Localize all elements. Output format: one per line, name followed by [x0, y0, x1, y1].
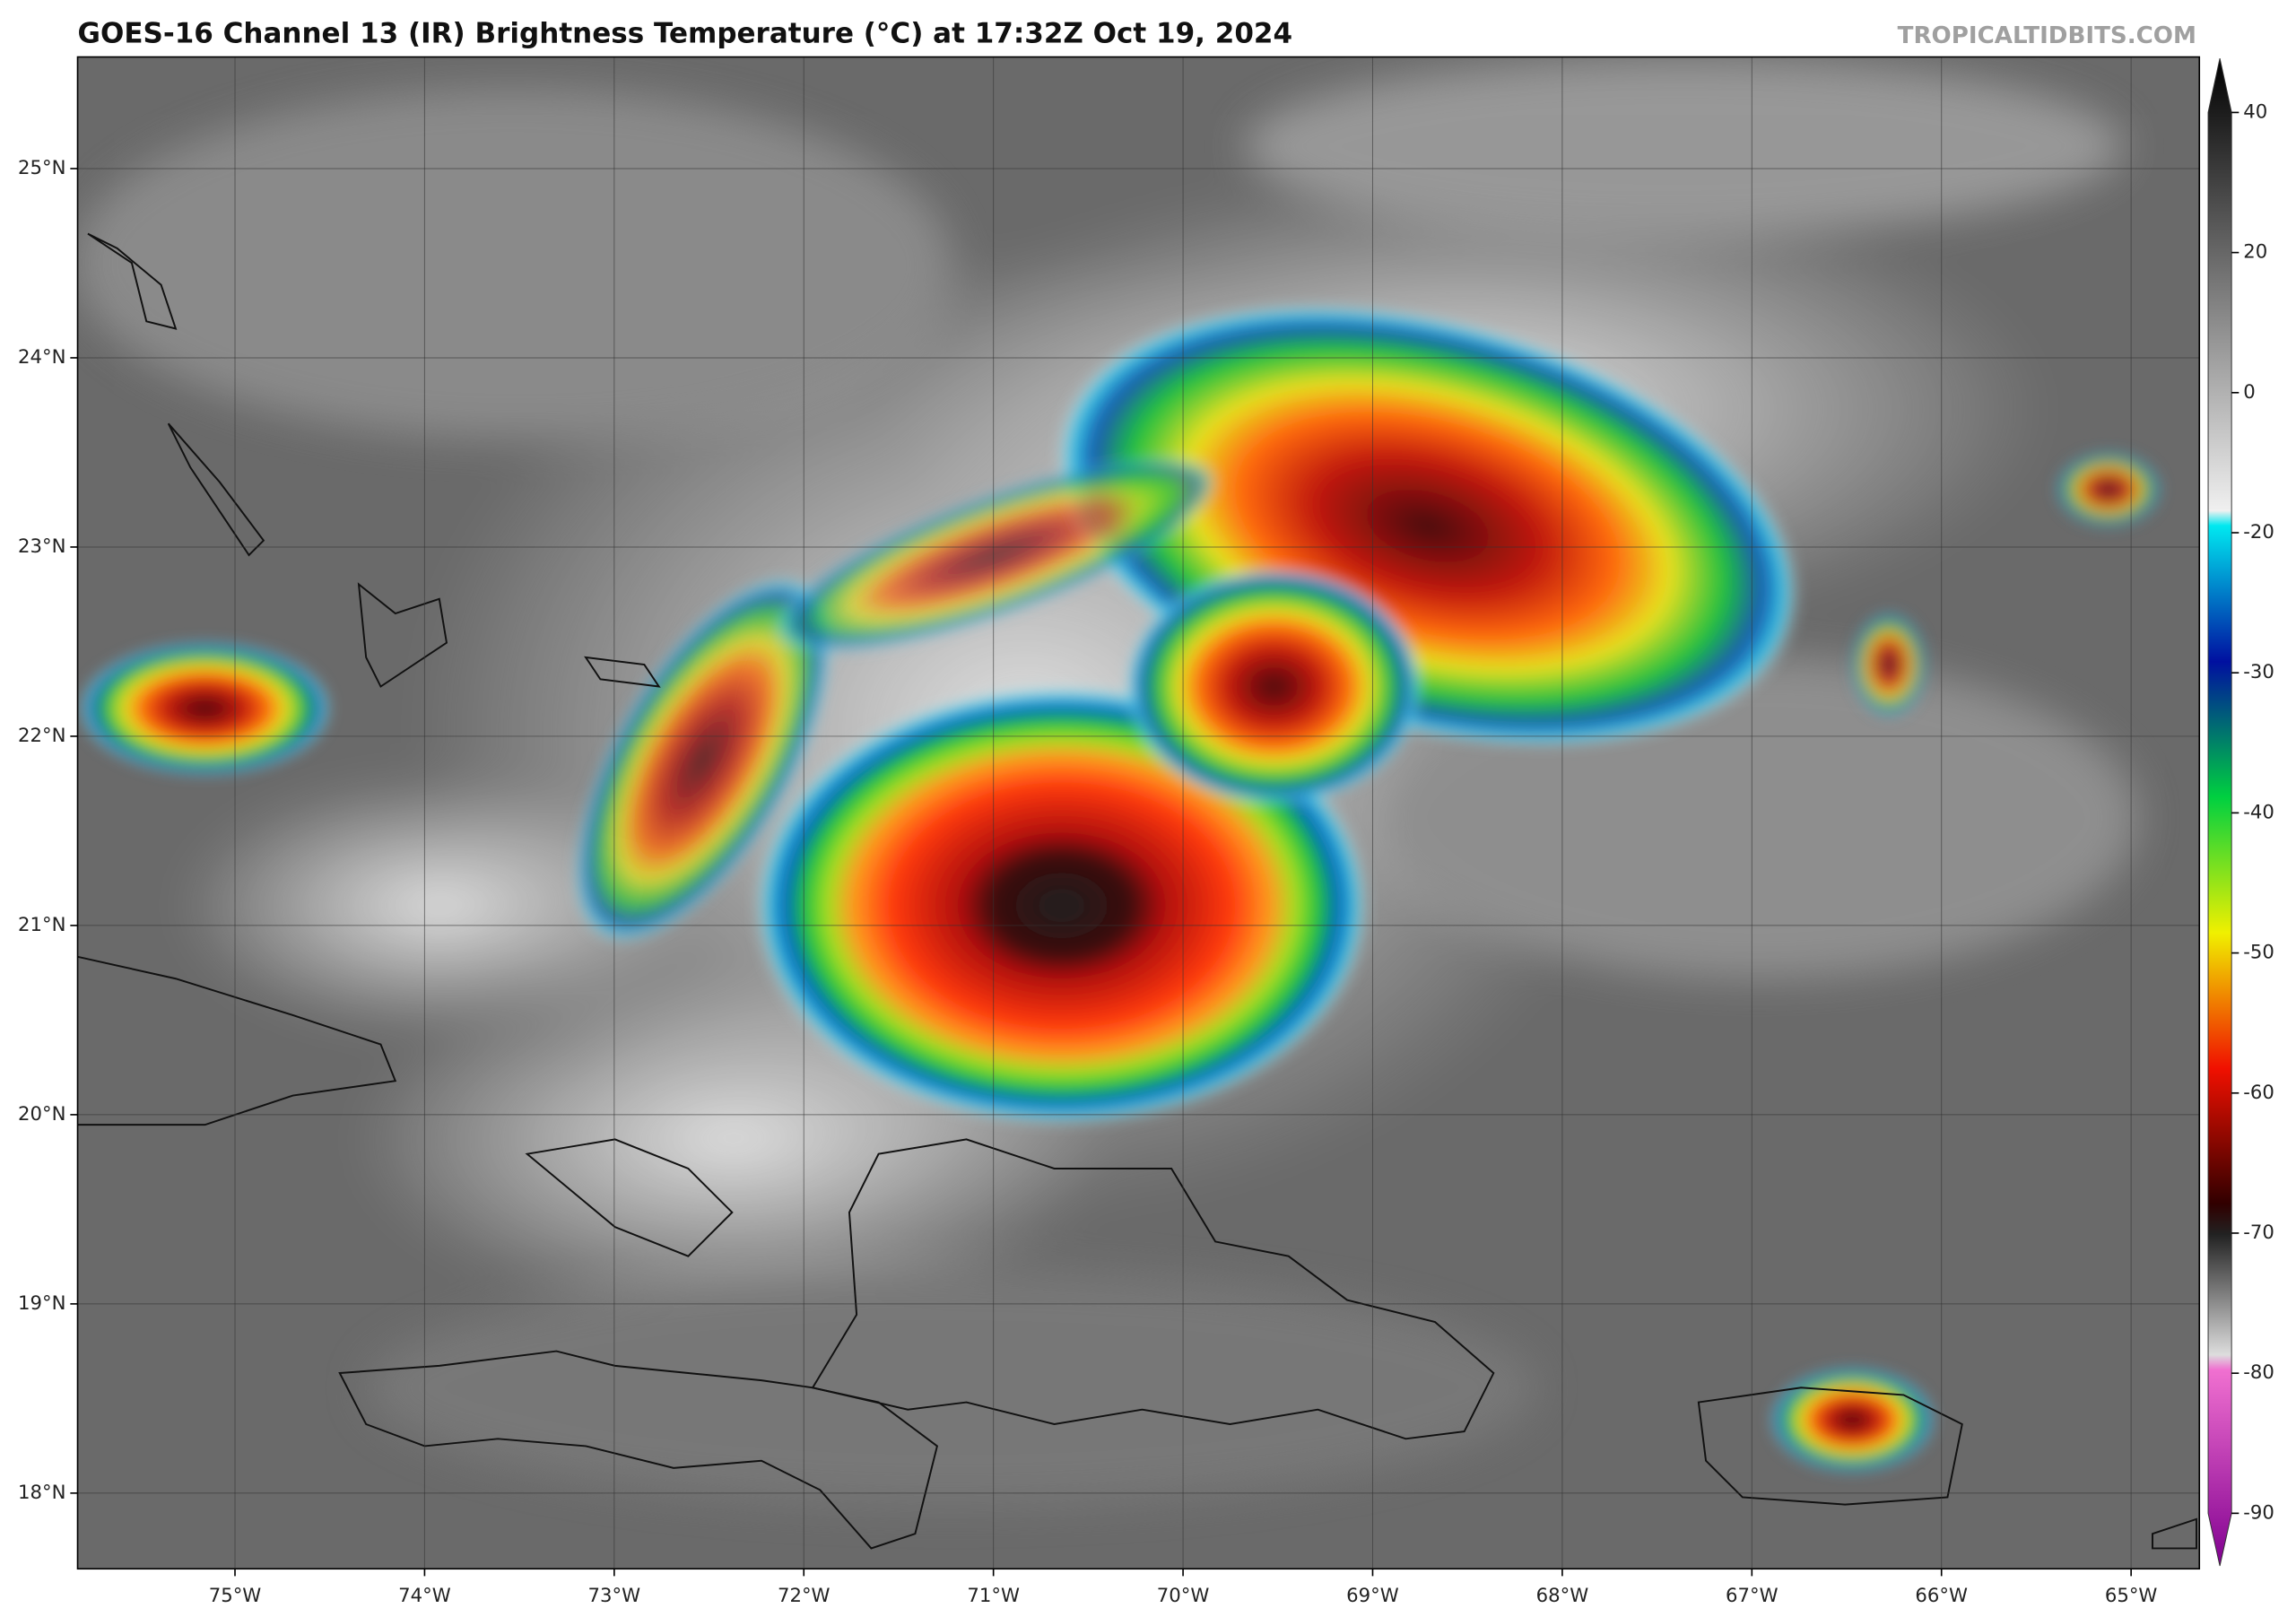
x-tick-label: 67°W [1726, 1584, 1779, 1606]
y-tick-label: 21°N [18, 913, 65, 935]
colorbar-tick-label: -40 [2243, 800, 2274, 822]
plot-frame [76, 56, 2201, 1570]
colorbar-tick-label: -50 [2243, 941, 2274, 963]
x-tick-label: 70°W [1157, 1584, 1210, 1606]
x-tick-label: 65°W [2105, 1584, 2158, 1606]
colorbar-tick-label: -90 [2243, 1500, 2274, 1523]
colorbar-tick-label: -20 [2243, 520, 2274, 543]
x-tick-label: 69°W [1346, 1584, 1399, 1606]
x-tick-label: 75°W [209, 1584, 262, 1606]
colorbar-tick-label: -80 [2243, 1361, 2274, 1383]
colorbar-tick-label: 40 [2243, 100, 2267, 122]
y-tick-label: 19°N [18, 1291, 65, 1314]
title: GOES-16 Channel 13 (IR) Brightness Tempe… [78, 18, 1293, 50]
y-tick-label: 24°N [18, 345, 65, 368]
imagery [77, 57, 2200, 1569]
colorbar-tick-label: -30 [2243, 660, 2274, 682]
y-tick-label: 25°N [18, 156, 65, 178]
colorbar-tick-label: -70 [2243, 1221, 2274, 1243]
y-tick-label: 20°N [18, 1102, 65, 1125]
x-tick-label: 68°W [1536, 1584, 1589, 1606]
y-tick-label: 23°N [18, 535, 65, 557]
x-tick-label: 66°W [1915, 1584, 1968, 1606]
coastlines [77, 232, 2197, 1550]
y-tick-label: 22°N [18, 724, 65, 746]
convection [80, 305, 2161, 1472]
x-tick-label: 71°W [967, 1584, 1020, 1606]
y-tick-label: 18°N [18, 1481, 65, 1503]
x-tick-label: 74°W [398, 1584, 451, 1606]
colorbar-tick-label: 0 [2243, 380, 2256, 403]
colorbar [2207, 58, 2232, 1567]
colorbar-tick-label: -60 [2243, 1081, 2274, 1103]
graticule [77, 57, 2200, 1569]
colorbar-tick-label: 20 [2243, 240, 2267, 263]
x-tick-label: 72°W [778, 1584, 831, 1606]
axes: 75°W 74°W 73°W 72°W 71°W 70°W 69°W 68°W 67°W 66°W… [18, 100, 2274, 1606]
watermark: TROPICALTIDBITS.COM [1898, 22, 2196, 49]
x-tick-label: 73°W [588, 1584, 641, 1606]
